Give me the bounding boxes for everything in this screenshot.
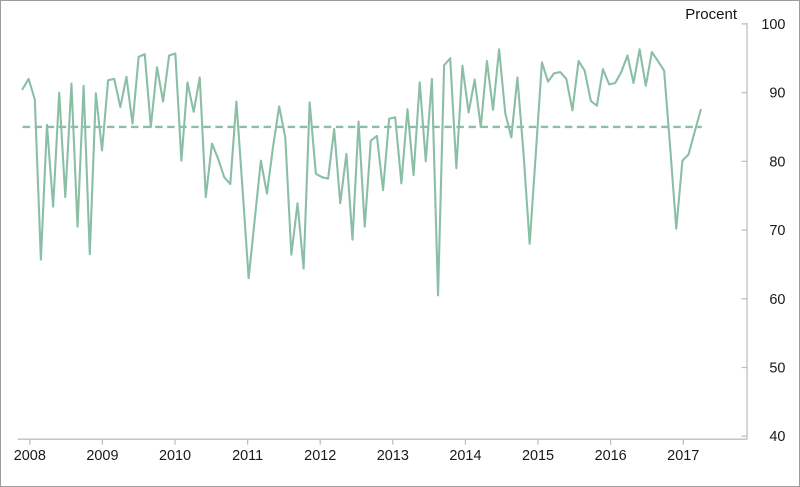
y-tick-label: 80 — [769, 154, 785, 170]
x-tick-label: 2008 — [14, 448, 46, 464]
x-tick-label: 2009 — [86, 448, 118, 464]
x-tick-label: 2011 — [232, 448, 263, 464]
x-tick-label: 2017 — [667, 448, 699, 464]
y-tick-label: 70 — [769, 223, 785, 239]
y-tick-label: 50 — [769, 360, 785, 376]
y-tick-label: 90 — [769, 86, 785, 102]
y-tick-label: 40 — [769, 429, 785, 445]
x-tick-label: 2013 — [377, 448, 409, 464]
x-tick-label: 2016 — [595, 448, 627, 464]
y-axis-unit-label: Procent — [685, 6, 737, 23]
data-series-line — [21, 48, 702, 297]
y-tick-label: 100 — [761, 17, 785, 33]
x-tick-label: 2014 — [449, 448, 481, 464]
x-tick-label: 2010 — [159, 448, 191, 464]
x-tick-label: 2015 — [522, 448, 554, 464]
x-tick-label: 2012 — [304, 448, 336, 464]
y-tick-label: 60 — [769, 292, 785, 308]
